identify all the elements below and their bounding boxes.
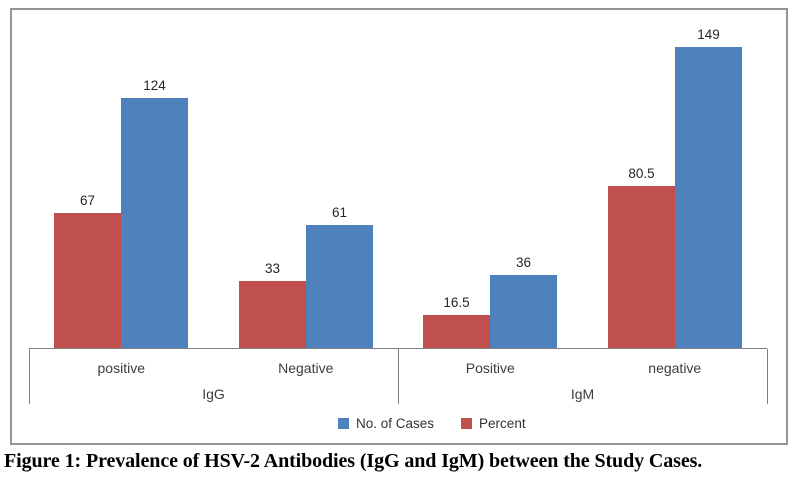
legend-item: No. of Cases — [338, 416, 434, 431]
bar-noofcases-2 — [490, 275, 557, 348]
legend-swatch-icon — [338, 417, 349, 429]
bar-value-label: 67 — [79, 192, 96, 208]
category-label: negative — [648, 360, 702, 376]
category-label: Positive — [465, 360, 515, 376]
group-label-igg: IgG — [202, 386, 225, 402]
legend-item: Percent — [461, 416, 526, 431]
bar-value-label: 36 — [515, 254, 532, 270]
legend-swatch-icon — [461, 417, 473, 429]
plot-area: 67 124 33 61 16.5 36 80.5 149 — [29, 10, 767, 349]
bar-noofcases-3 — [675, 47, 742, 348]
bar-value-label: 149 — [697, 26, 720, 42]
group-label-igm: IgM — [570, 386, 595, 402]
figure-caption: Figure 1: Prevalence of HSV-2 Antibodies… — [4, 450, 703, 472]
axis-tick — [767, 349, 768, 404]
legend-label: Percent — [479, 415, 526, 431]
bar-noofcases-0 — [121, 98, 188, 348]
bar-value-label: 33 — [264, 260, 281, 276]
bar-percent-1 — [239, 281, 306, 348]
bar-percent-3 — [608, 186, 675, 348]
legend: No. of Cases Percent — [338, 415, 526, 431]
bar-value-label: 124 — [143, 77, 166, 93]
bar-value-label: 61 — [331, 204, 348, 220]
category-label: Negative — [278, 360, 334, 376]
axis-tick — [398, 349, 399, 404]
bar-percent-2 — [423, 315, 490, 348]
bar-value-label: 16.5 — [443, 294, 470, 310]
axis-tick — [29, 349, 30, 404]
legend-label: No. of Cases — [356, 415, 435, 431]
bar-noofcases-1 — [306, 225, 373, 348]
chart-frame: 67 124 33 61 16.5 36 80.5 149 No. of Cases Perce… — [10, 8, 788, 445]
category-label: positive — [97, 360, 145, 376]
bar-value-label: 80.5 — [628, 165, 655, 181]
bar-percent-0 — [54, 213, 121, 348]
